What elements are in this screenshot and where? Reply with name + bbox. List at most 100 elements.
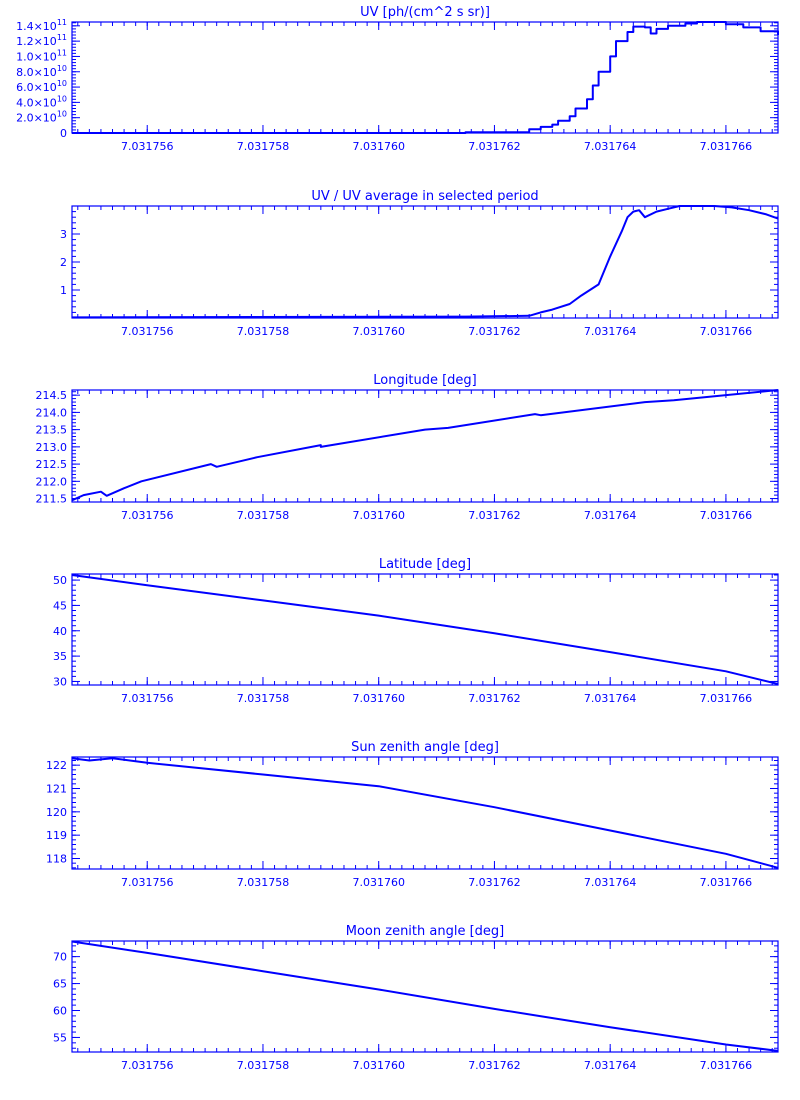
- chart-panel-2: UV / UV average in selected period 7.0317…: [60, 189, 779, 338]
- y-tick-label: 214.0: [36, 406, 68, 419]
- chart-panel-5: Sun zenith angle [deg] 7.031756 7.031758 7.…: [46, 740, 779, 889]
- y-tick-label: 35: [53, 650, 67, 663]
- x-tick-label: 7.031758: [237, 1059, 290, 1072]
- x-tick-label: 7.031760: [352, 140, 405, 153]
- x-tick-label: 7.031756: [121, 876, 174, 889]
- chart-panel-1: UV [ph/(cm^2 s sr)] 7.031756 7.031758 7.031…: [16, 5, 779, 153]
- series-line: [71, 389, 779, 502]
- x-tick-label: 7.031756: [121, 692, 174, 705]
- y-tick-label: 0: [60, 127, 67, 140]
- x-tick-label: 7.031760: [352, 509, 405, 522]
- y-tick-label: 30: [53, 675, 67, 688]
- x-tick-label: 7.031762: [468, 1059, 521, 1072]
- chart-panel-6: Moon zenith angle [deg] 7.031756 7.031758 7…: [53, 924, 779, 1072]
- x-tick-label: 7.031764: [584, 876, 637, 889]
- y-tick-label: 70: [53, 951, 67, 964]
- chart-title: UV / UV average in selected period: [311, 189, 538, 204]
- y-tick-exponent: 10: [57, 110, 67, 119]
- x-tick-label: 7.031760: [352, 876, 405, 889]
- y-tick-exponent: 11: [57, 48, 67, 57]
- y-tick-mantissa: 2.0×10: [16, 112, 57, 125]
- y-tick-label: 6.0×1010: [16, 79, 67, 94]
- y-tick-label: 4.0×1010: [16, 94, 67, 109]
- y-tick-label: 211.5: [36, 493, 68, 506]
- y-tick-label: 65: [53, 978, 67, 991]
- chart-panel-4: Latitude [deg] 7.031756 7.031758 7.031760 7.…: [53, 557, 779, 705]
- y-tick-label: 40: [53, 625, 67, 638]
- series-line: [72, 21, 779, 134]
- y-tick-exponent: 10: [57, 94, 67, 103]
- series-line: [71, 205, 779, 319]
- y-tick-mantissa: 1.4×10: [16, 20, 57, 33]
- x-tick-label: 7.031760: [352, 1059, 405, 1072]
- x-tick-label: 7.031758: [237, 692, 290, 705]
- chart-panel-3: Longitude [deg] 7.031756 7.031758 7.031760 7…: [36, 373, 779, 522]
- x-tick-label: 7.031756: [121, 140, 174, 153]
- x-tick-label: 7.031766: [700, 509, 753, 522]
- x-tick-label: 7.031762: [468, 325, 521, 338]
- y-tick-label: 1.2×1011: [16, 33, 67, 48]
- x-tick-label: 7.031764: [584, 325, 637, 338]
- x-tick-label: 7.031766: [700, 140, 753, 153]
- chart-title: UV [ph/(cm^2 s sr)]: [360, 5, 490, 20]
- x-tick-label: 7.031766: [700, 876, 753, 889]
- x-tick-label: 7.031764: [584, 509, 637, 522]
- y-tick-label: 122: [46, 759, 67, 772]
- x-tick-label: 7.031766: [700, 325, 753, 338]
- x-tick-label: 7.031758: [237, 876, 290, 889]
- y-tick-label: 212.5: [36, 458, 68, 471]
- y-tick-mantissa: 4.0×10: [16, 96, 57, 109]
- y-tick-label: 121: [46, 783, 67, 796]
- y-tick-label: 3: [60, 228, 67, 241]
- y-tick-exponent: 11: [57, 33, 67, 42]
- series-line: [71, 574, 779, 685]
- y-tick-label: 120: [46, 806, 67, 819]
- x-tick-label: 7.031758: [237, 325, 290, 338]
- y-tick-label: 214.5: [36, 389, 68, 402]
- y-tick-label: 45: [53, 599, 67, 612]
- y-tick-exponent: 11: [57, 18, 67, 27]
- series-line: [71, 940, 779, 1052]
- y-tick-label: 50: [53, 574, 67, 587]
- x-tick-label: 7.031756: [121, 509, 174, 522]
- y-tick-label: 1: [60, 284, 67, 297]
- chart-title: Sun zenith angle [deg]: [351, 740, 499, 755]
- y-tick-exponent: 10: [57, 79, 67, 88]
- y-tick-label: 1.4×1011: [16, 18, 67, 33]
- x-tick-label: 7.031764: [584, 692, 637, 705]
- x-tick-label: 7.031762: [468, 692, 521, 705]
- y-tick-mantissa: 1.2×10: [16, 35, 57, 48]
- y-tick-label: 2: [60, 256, 67, 269]
- y-tick-label: 2.0×1010: [16, 110, 67, 125]
- y-tick-label: 213.5: [36, 424, 68, 437]
- y-tick-exponent: 10: [57, 64, 67, 73]
- x-tick-label: 7.031762: [468, 140, 521, 153]
- chart-title: Longitude [deg]: [373, 373, 476, 388]
- y-tick-label: 60: [53, 1005, 67, 1018]
- y-tick-label: 1.0×1011: [16, 48, 67, 63]
- y-tick-label: 212.0: [36, 475, 68, 488]
- y-tick-label: 8.0×1010: [16, 64, 67, 79]
- y-tick-mantissa: 8.0×10: [16, 66, 57, 79]
- x-tick-label: 7.031760: [352, 692, 405, 705]
- y-tick-mantissa: 6.0×10: [16, 81, 57, 94]
- x-tick-label: 7.031762: [468, 876, 521, 889]
- x-tick-label: 7.031766: [700, 1059, 753, 1072]
- chart-title: Latitude [deg]: [379, 557, 471, 572]
- y-tick-mantissa: 0: [60, 127, 67, 140]
- x-tick-label: 7.031756: [121, 1059, 174, 1072]
- x-tick-label: 7.031762: [468, 509, 521, 522]
- x-tick-label: 7.031760: [352, 325, 405, 338]
- y-tick-label: 119: [46, 829, 67, 842]
- y-tick-label: 55: [53, 1031, 67, 1044]
- x-tick-label: 7.031766: [700, 692, 753, 705]
- y-tick-label: 118: [46, 853, 67, 866]
- x-tick-label: 7.031758: [237, 509, 290, 522]
- y-tick-label: 213.0: [36, 441, 68, 454]
- x-tick-label: 7.031756: [121, 325, 174, 338]
- x-tick-label: 7.031764: [584, 1059, 637, 1072]
- series-line: [71, 757, 779, 869]
- chart-title: Moon zenith angle [deg]: [346, 924, 504, 939]
